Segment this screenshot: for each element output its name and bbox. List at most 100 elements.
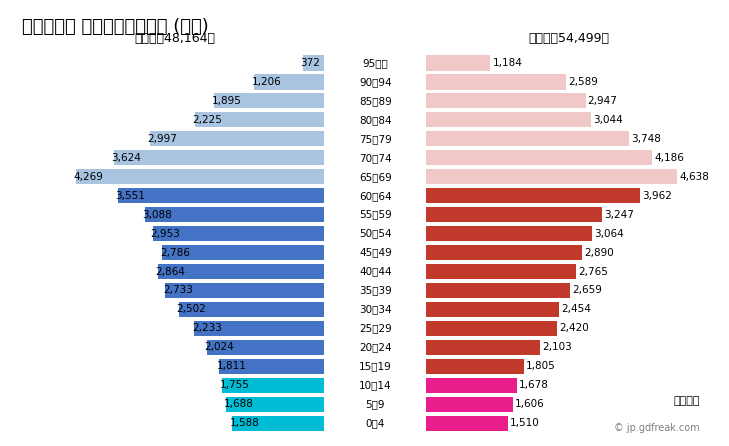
- Text: 372: 372: [300, 58, 320, 68]
- Text: 20～24: 20～24: [359, 343, 391, 352]
- Text: 2,225: 2,225: [192, 115, 222, 125]
- Bar: [165, 283, 324, 298]
- Text: 35～39: 35～39: [359, 285, 391, 295]
- Text: 65～69: 65～69: [359, 172, 391, 182]
- Bar: [426, 131, 628, 146]
- Bar: [145, 207, 324, 222]
- Bar: [426, 264, 576, 279]
- Text: 1,510: 1,510: [510, 418, 540, 428]
- Text: 60～64: 60～64: [359, 191, 391, 201]
- Text: 55～59: 55～59: [359, 210, 391, 219]
- Text: 2,947: 2,947: [588, 96, 617, 106]
- Text: 3,064: 3,064: [594, 229, 624, 239]
- Text: 1,678: 1,678: [519, 380, 549, 390]
- Bar: [303, 55, 324, 70]
- Text: 4,186: 4,186: [655, 153, 685, 163]
- Text: 1,811: 1,811: [217, 361, 246, 371]
- Text: 5～9: 5～9: [366, 399, 385, 409]
- Bar: [426, 302, 559, 317]
- Text: 1,805: 1,805: [526, 361, 555, 371]
- Text: 3,088: 3,088: [142, 210, 172, 219]
- Bar: [426, 207, 601, 222]
- Text: 2,024: 2,024: [204, 343, 234, 352]
- Text: 2,103: 2,103: [542, 343, 572, 352]
- Text: 15～19: 15～19: [359, 361, 391, 371]
- Bar: [426, 226, 592, 241]
- Text: 2,659: 2,659: [572, 285, 602, 295]
- Text: 2,997: 2,997: [148, 134, 178, 144]
- Text: 1,755: 1,755: [220, 380, 250, 390]
- Text: 2,502: 2,502: [176, 305, 206, 314]
- Text: 2,733: 2,733: [163, 285, 193, 295]
- Bar: [157, 264, 324, 279]
- Bar: [195, 112, 324, 128]
- Bar: [426, 169, 677, 184]
- Text: 0～4: 0～4: [366, 418, 385, 428]
- Bar: [426, 245, 582, 260]
- Text: 50～54: 50～54: [359, 229, 391, 239]
- Bar: [426, 150, 652, 165]
- Text: 3,247: 3,247: [604, 210, 634, 219]
- Bar: [195, 321, 324, 336]
- Text: 4,269: 4,269: [74, 172, 104, 182]
- Bar: [206, 340, 324, 355]
- Bar: [426, 359, 524, 374]
- Bar: [76, 169, 324, 184]
- Text: 3,962: 3,962: [642, 191, 672, 201]
- Text: 30～34: 30～34: [359, 305, 391, 314]
- Text: 45～49: 45～49: [359, 248, 391, 257]
- Bar: [214, 93, 324, 108]
- Text: 2,890: 2,890: [585, 248, 615, 257]
- Bar: [219, 359, 324, 374]
- Text: 1,606: 1,606: [515, 399, 545, 409]
- Text: 80～84: 80～84: [359, 115, 391, 125]
- Text: 2,765: 2,765: [578, 267, 608, 277]
- Bar: [226, 396, 324, 412]
- Text: 40～44: 40～44: [359, 267, 391, 277]
- Text: 3,044: 3,044: [593, 115, 623, 125]
- Text: 2,420: 2,420: [559, 323, 589, 333]
- Bar: [152, 226, 324, 241]
- Text: 2,786: 2,786: [160, 248, 190, 257]
- Bar: [426, 93, 585, 108]
- Bar: [426, 74, 566, 90]
- Text: 2,589: 2,589: [569, 77, 599, 87]
- Text: 90～94: 90～94: [359, 77, 391, 87]
- Bar: [118, 188, 324, 203]
- Text: 女性計：54,499人: 女性計：54,499人: [528, 32, 609, 45]
- Text: 10～14: 10～14: [359, 380, 391, 390]
- Text: 1,895: 1,895: [212, 96, 242, 106]
- Text: 3,624: 3,624: [112, 153, 141, 163]
- Text: 1,206: 1,206: [252, 77, 281, 87]
- Text: 2,233: 2,233: [192, 323, 222, 333]
- Text: 1,184: 1,184: [493, 58, 523, 68]
- Bar: [426, 378, 517, 393]
- Bar: [426, 396, 513, 412]
- Text: 1,588: 1,588: [230, 418, 260, 428]
- Text: 3,551: 3,551: [115, 191, 145, 201]
- Text: 4,638: 4,638: [679, 172, 709, 182]
- Bar: [254, 74, 324, 90]
- Bar: [163, 245, 324, 260]
- Text: 2,864: 2,864: [155, 267, 185, 277]
- Text: 1,688: 1,688: [224, 399, 254, 409]
- Bar: [179, 302, 324, 317]
- Bar: [222, 378, 324, 393]
- Bar: [426, 55, 491, 70]
- Bar: [426, 416, 508, 431]
- Text: 単位：人: 単位：人: [674, 396, 700, 406]
- Bar: [232, 416, 324, 431]
- Bar: [150, 131, 324, 146]
- Bar: [426, 283, 570, 298]
- Text: 70～74: 70～74: [359, 153, 391, 163]
- Bar: [426, 188, 640, 203]
- Text: 2,953: 2,953: [150, 229, 180, 239]
- Text: 95歳～: 95歳～: [362, 58, 389, 68]
- Text: ２０４０年 橋原市の人口構成 (予測): ２０４０年 橋原市の人口構成 (予測): [22, 18, 208, 36]
- Text: © jp.gdfreak.com: © jp.gdfreak.com: [615, 423, 700, 433]
- Bar: [426, 340, 540, 355]
- Text: 75～79: 75～79: [359, 134, 391, 144]
- Text: 3,748: 3,748: [631, 134, 660, 144]
- Text: 男性計：48,164人: 男性計：48,164人: [134, 32, 216, 45]
- Text: 2,454: 2,454: [561, 305, 591, 314]
